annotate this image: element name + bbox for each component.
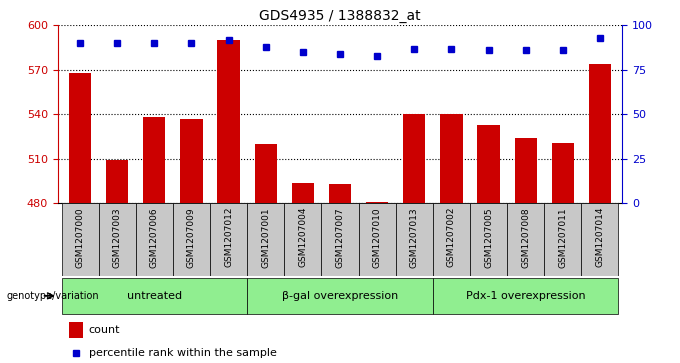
Bar [99, 203, 136, 276]
Bar [210, 203, 247, 276]
Bar [329, 184, 351, 203]
Text: percentile rank within the sample: percentile rank within the sample [89, 348, 277, 358]
Text: genotype/variation: genotype/variation [7, 291, 99, 301]
Bar [218, 40, 240, 203]
Text: GSM1207009: GSM1207009 [187, 207, 196, 268]
Bar [292, 183, 314, 203]
Bar [322, 203, 358, 276]
Text: count: count [89, 325, 120, 335]
Bar [247, 203, 284, 276]
Bar [106, 160, 129, 203]
Text: GSM1207013: GSM1207013 [410, 207, 419, 268]
Bar [358, 203, 396, 276]
Bar [247, 278, 433, 314]
Bar [544, 203, 581, 276]
Bar [507, 203, 544, 276]
Bar [433, 203, 470, 276]
Bar [396, 203, 433, 276]
Bar [403, 114, 426, 203]
Text: GSM1207012: GSM1207012 [224, 207, 233, 268]
Text: GSM1207005: GSM1207005 [484, 207, 493, 268]
Bar [173, 203, 210, 276]
Bar [551, 143, 574, 203]
Bar [69, 322, 83, 338]
Text: GSM1207006: GSM1207006 [150, 207, 159, 268]
Bar [477, 125, 500, 203]
Text: GSM1207000: GSM1207000 [75, 207, 84, 268]
Text: GSM1207010: GSM1207010 [373, 207, 381, 268]
Bar [254, 144, 277, 203]
Bar [136, 203, 173, 276]
Title: GDS4935 / 1388832_at: GDS4935 / 1388832_at [259, 9, 421, 23]
Text: GSM1207001: GSM1207001 [261, 207, 270, 268]
Bar [143, 117, 165, 203]
Text: GSM1207003: GSM1207003 [113, 207, 122, 268]
Bar [440, 114, 462, 203]
Bar [581, 203, 619, 276]
Bar [589, 64, 611, 203]
Bar [61, 278, 247, 314]
Bar [180, 119, 203, 203]
Text: GSM1207002: GSM1207002 [447, 207, 456, 268]
Text: Pdx-1 overexpression: Pdx-1 overexpression [466, 291, 585, 301]
Text: GSM1207014: GSM1207014 [596, 207, 605, 268]
Text: untreated: untreated [126, 291, 182, 301]
Bar [69, 73, 91, 203]
Bar [61, 203, 99, 276]
Bar [284, 203, 322, 276]
Bar [515, 138, 537, 203]
Text: GSM1207007: GSM1207007 [335, 207, 345, 268]
Text: GSM1207008: GSM1207008 [521, 207, 530, 268]
Text: GSM1207004: GSM1207004 [299, 207, 307, 268]
Bar [470, 203, 507, 276]
Bar [366, 202, 388, 203]
Text: GSM1207011: GSM1207011 [558, 207, 567, 268]
Text: β-gal overexpression: β-gal overexpression [282, 291, 398, 301]
Bar [433, 278, 619, 314]
